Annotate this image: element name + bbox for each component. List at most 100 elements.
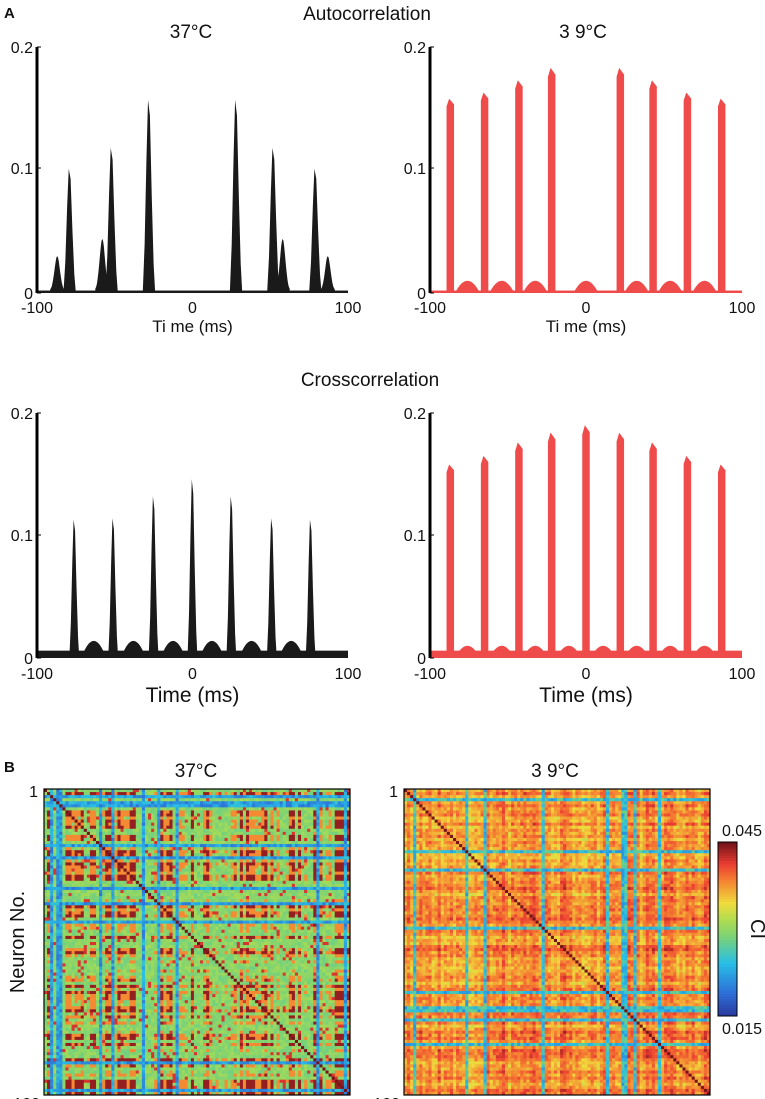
heat37-cell <box>221 801 224 804</box>
heat37-cell <box>277 823 280 826</box>
heat37-cell <box>322 835 325 838</box>
heat37-cell <box>255 820 258 823</box>
heat37-cell <box>313 798 316 801</box>
heat37-cell <box>246 832 249 835</box>
heat37-cell <box>62 795 65 798</box>
heat37-cell <box>264 804 267 807</box>
heat37-cell <box>329 798 332 801</box>
heat37-cell <box>310 838 313 841</box>
heat37-cell <box>47 820 50 823</box>
heat37-cell <box>124 810 127 813</box>
heat37-cell <box>252 835 255 838</box>
heat37-cell <box>65 798 68 801</box>
heat37-cell <box>160 817 163 820</box>
heat37-cell <box>176 801 179 804</box>
heat37-cell <box>72 838 75 841</box>
heat37-cell <box>246 823 249 826</box>
heat37-cell <box>326 820 329 823</box>
heat37-cell <box>169 838 172 841</box>
heat37-cell <box>252 820 255 823</box>
heat37-cell <box>225 829 228 832</box>
heat37-cell <box>212 838 215 841</box>
heat37-cell <box>114 841 117 844</box>
heat37-cell <box>283 817 286 820</box>
heat37-cell <box>160 823 163 826</box>
heat37-cell <box>197 832 200 835</box>
heat37-cell <box>277 838 280 841</box>
heat37-cell <box>139 838 142 841</box>
heat37-cell <box>111 838 114 841</box>
heat37-cell <box>114 829 117 832</box>
heat37-cell <box>108 795 111 798</box>
heat37-cell <box>176 813 179 816</box>
heat37-cell <box>319 801 322 804</box>
heat37-cell <box>99 795 102 798</box>
heat37-cell <box>75 817 78 820</box>
heat37-cell <box>111 826 114 829</box>
cross37-peak-0 <box>69 520 79 658</box>
heat37-cell <box>243 813 246 816</box>
heat37-cell <box>87 820 90 823</box>
heat37-cell <box>166 792 169 795</box>
heat37-cell <box>56 841 59 844</box>
heat37-cell <box>157 835 160 838</box>
heat37-cell <box>295 826 298 829</box>
heat37-cell <box>188 801 191 804</box>
heat37-cell <box>133 798 136 801</box>
heat37-cell <box>221 829 224 832</box>
heat37-cell <box>53 829 56 832</box>
auto39-xtick-2: 100 <box>729 300 756 317</box>
heat37-cell <box>326 804 329 807</box>
heat37-cell <box>270 838 273 841</box>
heat37-cell <box>117 820 120 823</box>
heat37-cell <box>145 804 148 807</box>
heat37-cell <box>75 829 78 832</box>
heat37-cell <box>160 826 163 829</box>
heat37-cell <box>133 795 136 798</box>
heat37-cell <box>121 813 124 816</box>
heat37-cell <box>261 807 264 810</box>
heat37-cell <box>176 832 179 835</box>
heat37-cell <box>203 820 206 823</box>
heat37-cell <box>154 832 157 835</box>
heat37-cell <box>81 820 84 823</box>
heat37-cell <box>65 826 68 829</box>
heat37-cell <box>87 807 90 810</box>
heat37-cell <box>191 832 194 835</box>
heat37-cell <box>166 835 169 838</box>
heat37-cell <box>237 832 240 835</box>
heat37-cell <box>127 829 130 832</box>
heat37-cell <box>185 792 188 795</box>
heat37-cell <box>274 795 277 798</box>
heat37-cell <box>313 804 316 807</box>
heat37-cell <box>341 835 344 838</box>
heat37-cell <box>56 829 59 832</box>
heat37-cell <box>78 801 81 804</box>
heat37-cell <box>307 807 310 810</box>
heat37-cell <box>81 823 84 826</box>
heat37-cell <box>292 798 295 801</box>
heat37-cell <box>326 826 329 829</box>
heat37-cell <box>75 820 78 823</box>
heat37-cell <box>316 792 319 795</box>
heat37-cell <box>212 801 215 804</box>
heat37-cell <box>267 826 270 829</box>
heat37-cell <box>240 807 243 810</box>
heat37-cell <box>56 820 59 823</box>
heat37-cell <box>81 801 84 804</box>
heat37-cell <box>243 810 246 813</box>
heat37-cell <box>117 792 120 795</box>
heat37-cell <box>102 823 105 826</box>
heat37-cell <box>209 835 212 838</box>
heat37-cell <box>329 801 332 804</box>
heat37-cell <box>163 792 166 795</box>
heat37-cell <box>154 823 157 826</box>
heat37-cell <box>176 810 179 813</box>
heat37-cell <box>316 835 319 838</box>
heat37-cell <box>215 829 218 832</box>
heat37-cell <box>209 795 212 798</box>
heat37-cell <box>108 820 111 823</box>
heat37-cell <box>157 817 160 820</box>
heat37-cell <box>258 804 261 807</box>
heat37-cell <box>163 810 166 813</box>
